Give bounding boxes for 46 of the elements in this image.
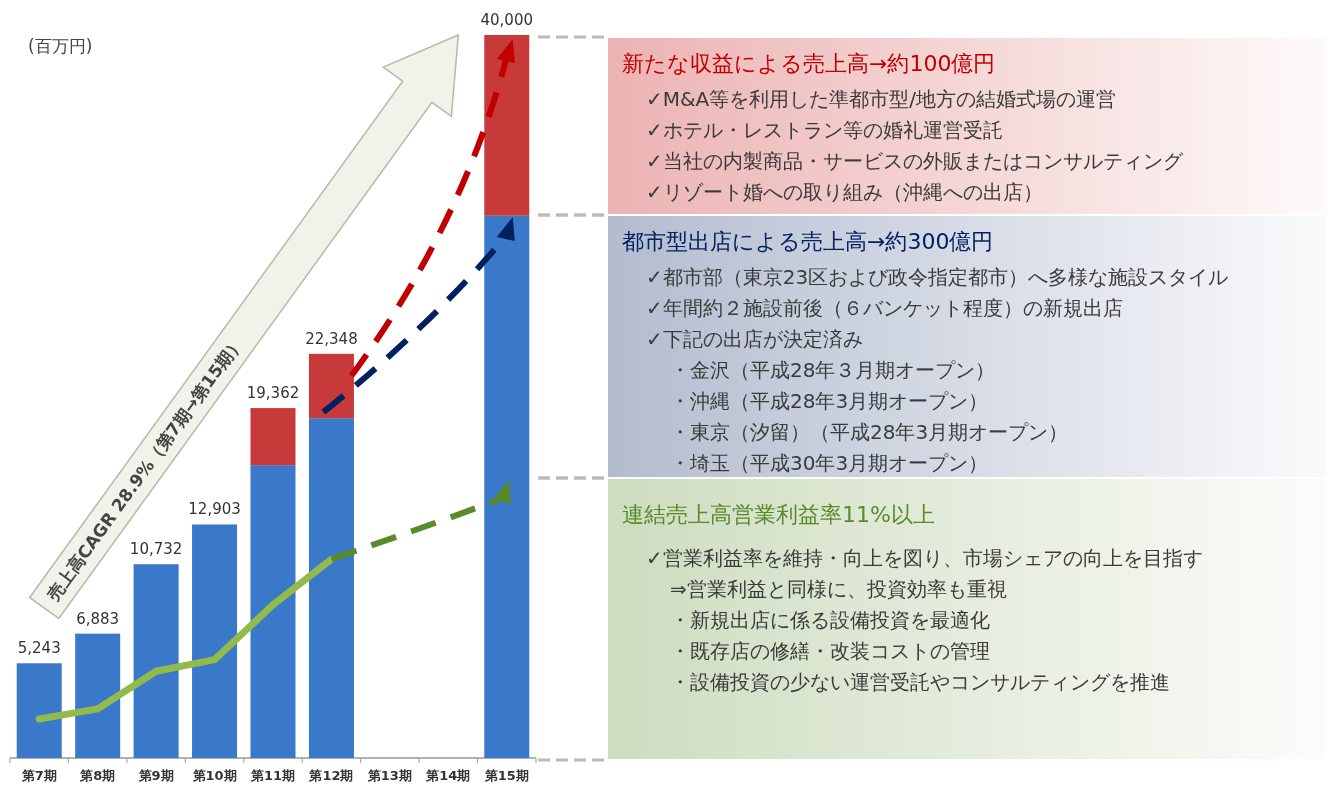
x-tick-label: 第10期 xyxy=(191,768,237,783)
annotation: 12,903 xyxy=(188,500,241,519)
text: ・埼玉（平成30年3月期オープン） xyxy=(670,451,989,475)
annotation: 10,732 xyxy=(129,540,183,559)
text: ✓営業利益率を維持・向上を図り、市場シェアの向上を目指す xyxy=(646,546,1203,570)
x-tick-label: 第15期 xyxy=(483,768,529,783)
bar xyxy=(75,633,121,758)
text: ・金沢（平成28年３月期オープン） xyxy=(670,358,996,382)
x-tick-label: 第14期 xyxy=(425,768,471,783)
text: ・沖縄（平成28年3月期オープン） xyxy=(670,389,989,413)
text: ・既存店の修繕・改装コストの管理 xyxy=(670,639,990,663)
x-tick-label: 第7期 xyxy=(20,768,57,783)
annotation: 5,243 xyxy=(17,639,61,658)
text: ・新規出店に係る設備投資を最適化 xyxy=(670,608,990,632)
text: ⇒営業利益と同様に、投資効率も重視 xyxy=(670,577,1007,601)
bar xyxy=(16,663,62,758)
text: ・東京（汐留）（平成28年3月期オープン） xyxy=(670,420,1069,444)
text: 連結売上高営業利益率11%以上 xyxy=(622,502,935,527)
bar xyxy=(308,418,354,758)
x-tick-label: 第12期 xyxy=(308,768,354,783)
text: ✓リゾート婚への取り組み（沖縄への出店） xyxy=(646,180,1043,204)
bar xyxy=(250,408,296,466)
bar xyxy=(133,564,179,758)
text: ・設備投資の少ない運営受託やコンサルティングを推進 xyxy=(670,670,1170,694)
bar xyxy=(484,35,530,216)
text: ✓下記の出店が決定済み xyxy=(646,327,863,351)
bar xyxy=(192,524,238,758)
text: 都市型出店による売上高→約300億円 xyxy=(622,229,994,254)
x-tick-label: 第9期 xyxy=(137,768,174,783)
x-tick-label: 第8期 xyxy=(79,768,116,783)
x-tick-label: 第11期 xyxy=(249,768,296,783)
annotation: 19,362 xyxy=(246,384,300,403)
bar xyxy=(484,215,530,758)
bar xyxy=(250,465,296,758)
annotation: 22,348 xyxy=(305,329,358,348)
text: 新たな収益による売上高→約100億円 xyxy=(622,51,996,76)
text: ✓M&A等を利用した準都市型/地方の結婚式場の運営 xyxy=(646,87,1117,111)
text: ✓都市部（東京23区および政令指定都市）へ多様な施設スタイル xyxy=(646,265,1229,289)
x-tick-label: 第13期 xyxy=(366,768,412,783)
annotation: 6,883 xyxy=(76,609,120,628)
text: ✓当社の内製商品・サービスの外販またはコンサルティング xyxy=(646,149,1184,173)
y-axis-title: (百万円) xyxy=(28,36,93,56)
text: ✓ホテル・レストラン等の婚礼運営受託 xyxy=(646,118,1003,142)
annotation: 40,000 xyxy=(480,11,534,29)
text: ✓年間約２施設前後（６バンケット程度）の新規出店 xyxy=(646,296,1123,320)
bar xyxy=(308,353,354,419)
